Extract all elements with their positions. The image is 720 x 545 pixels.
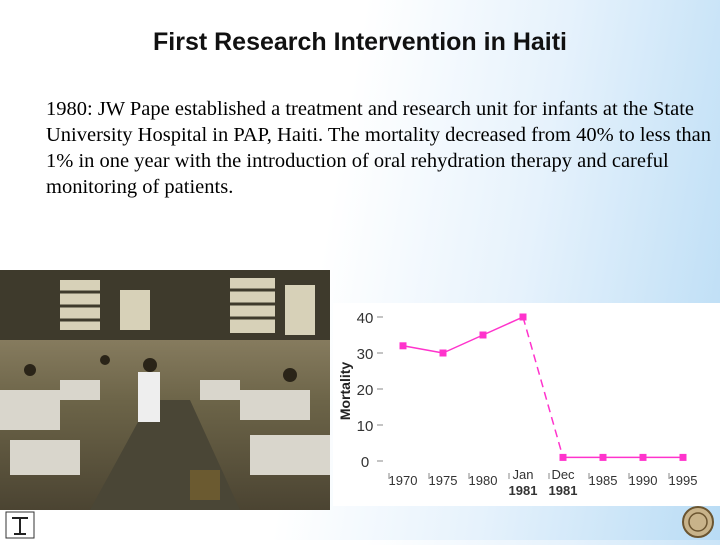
data-point [679, 453, 687, 461]
x-tick-label: 1995 [669, 473, 698, 488]
data-point [599, 453, 607, 461]
x-tick-label: 1980 [469, 473, 498, 488]
y-axis-label: Mortality [337, 362, 353, 421]
y-tick-label: 20 [357, 382, 374, 399]
y-tick-label: 30 [357, 346, 374, 363]
data-point [479, 331, 487, 339]
y-tick-label: 0 [361, 454, 369, 471]
body-paragraph: 1980: JW Pape established a treatment an… [46, 98, 712, 198]
institution-logo [2, 510, 42, 540]
y-tick-label: 10 [357, 418, 374, 435]
data-point [639, 453, 647, 461]
x-tick-label: 1985 [589, 473, 618, 488]
x-tick-label: 1970 [389, 473, 418, 488]
mortality-chart: Mortality 0 10 20 30 40 1970 1975 1980 Jan 1981 Dec… [333, 303, 720, 506]
data-point [399, 342, 407, 350]
x-tick-label: 1990 [629, 473, 658, 488]
series-line-segment [522, 316, 564, 458]
data-point [519, 313, 527, 321]
y-tick-label: 40 [357, 310, 374, 327]
x-tick-label: Dec 1981 [549, 467, 578, 498]
hospital-ward-photo [0, 270, 330, 510]
data-point [559, 453, 567, 461]
data-point [439, 349, 447, 357]
series-line-segment [482, 316, 524, 336]
university-seal [680, 505, 716, 539]
series-line-segment [442, 334, 484, 354]
series-line-segment [402, 345, 444, 354]
slide-title: First Research Intervention in Haiti [153, 28, 567, 56]
x-tick-label: Jan 1981 [509, 467, 538, 498]
x-tick-label: 1975 [429, 473, 458, 488]
